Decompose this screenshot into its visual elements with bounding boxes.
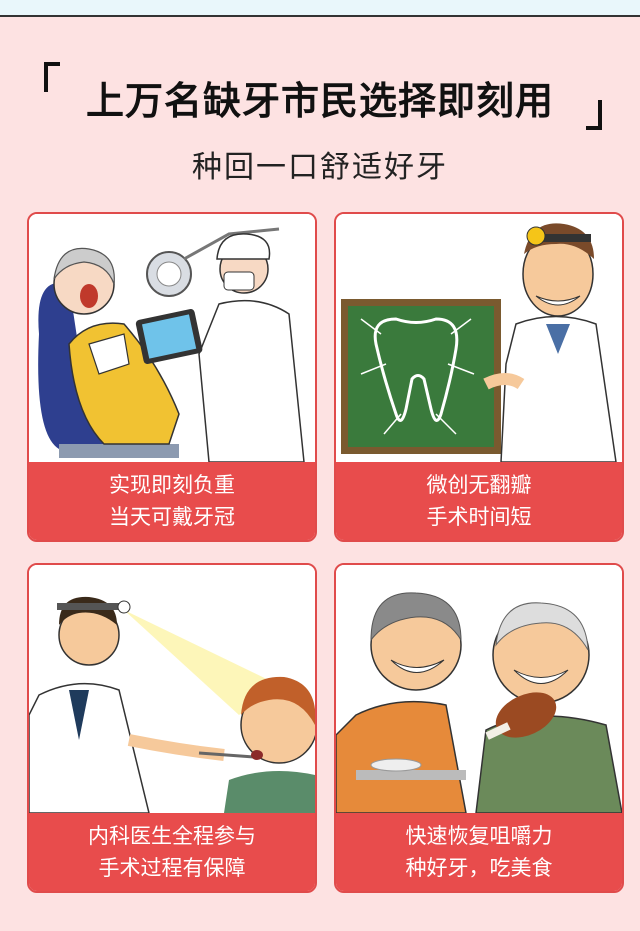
- feature-card-minimally-invasive: 微创无翻瓣 手术时间短: [334, 212, 624, 542]
- elderly-couple-illustration: [336, 565, 622, 813]
- doctor-child-illustration: [29, 565, 315, 813]
- caption-line-1: 内科医生全程参与: [88, 824, 256, 848]
- feature-caption: 实现即刻负重 当天可戴牙冠: [29, 462, 315, 540]
- subheadline: 种回一口舒适好牙: [192, 150, 448, 185]
- feature-caption: 内科医生全程参与 手术过程有保障: [29, 813, 315, 891]
- right-bracket: [586, 100, 602, 130]
- caption-line-1: 实现即刻负重: [109, 473, 235, 497]
- dentist-patient-illustration: [29, 214, 315, 462]
- caption-line-2: 手术过程有保障: [98, 856, 246, 880]
- doctor-chalkboard-illustration: [336, 214, 622, 462]
- caption-line-1: 快速恢复咀嚼力: [405, 824, 553, 848]
- feature-caption: 快速恢复咀嚼力 种好牙，吃美食: [336, 813, 622, 891]
- caption-line-2: 当天可戴牙冠: [109, 505, 235, 529]
- feature-card-immediate-load: 实现即刻负重 当天可戴牙冠: [27, 212, 317, 542]
- feature-caption: 微创无翻瓣 手术时间短: [336, 462, 622, 540]
- feature-card-chewing-recovery: 快速恢复咀嚼力 种好牙，吃美食: [334, 563, 624, 893]
- caption-line-2: 种好牙，吃美食: [405, 856, 553, 880]
- left-bracket: [44, 62, 60, 92]
- caption-line-2: 手术时间短: [426, 505, 532, 529]
- feature-card-physician-involved: 内科医生全程参与 手术过程有保障: [27, 563, 317, 893]
- caption-line-1: 微创无翻瓣: [426, 473, 532, 497]
- headline: 上万名缺牙市民选择即刻用: [85, 79, 554, 123]
- top-strip: [0, 0, 640, 17]
